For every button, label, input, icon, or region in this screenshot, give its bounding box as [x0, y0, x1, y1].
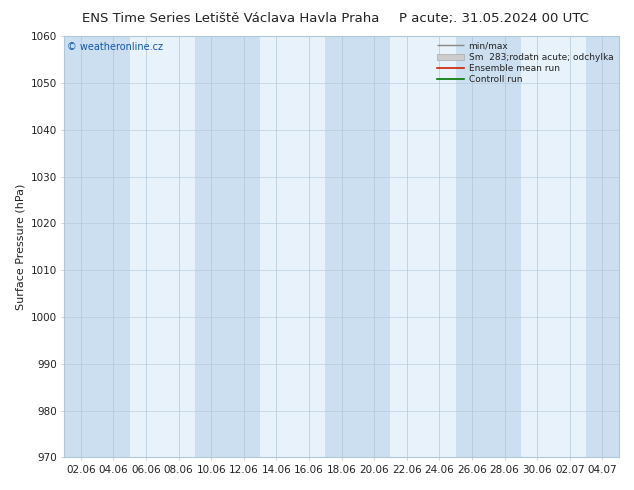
Bar: [456, 36, 488, 457]
Text: ENS Time Series Letiště Václava Havla Praha: ENS Time Series Letiště Václava Havla Pr…: [82, 12, 380, 25]
Bar: [586, 36, 619, 457]
Y-axis label: Surface Pressure (hPa): Surface Pressure (hPa): [15, 184, 25, 310]
Text: P acute;. 31.05.2024 00 UTC: P acute;. 31.05.2024 00 UTC: [399, 12, 589, 25]
Bar: [358, 36, 391, 457]
Bar: [325, 36, 358, 457]
Bar: [97, 36, 129, 457]
Legend: min/max, Sm  283;rodatn acute; odchylka, Ensemble mean run, Controll run: min/max, Sm 283;rodatn acute; odchylka, …: [434, 38, 617, 88]
Bar: [195, 36, 228, 457]
Bar: [488, 36, 521, 457]
Bar: [65, 36, 97, 457]
Text: © weatheronline.cz: © weatheronline.cz: [67, 43, 163, 52]
Bar: [228, 36, 260, 457]
